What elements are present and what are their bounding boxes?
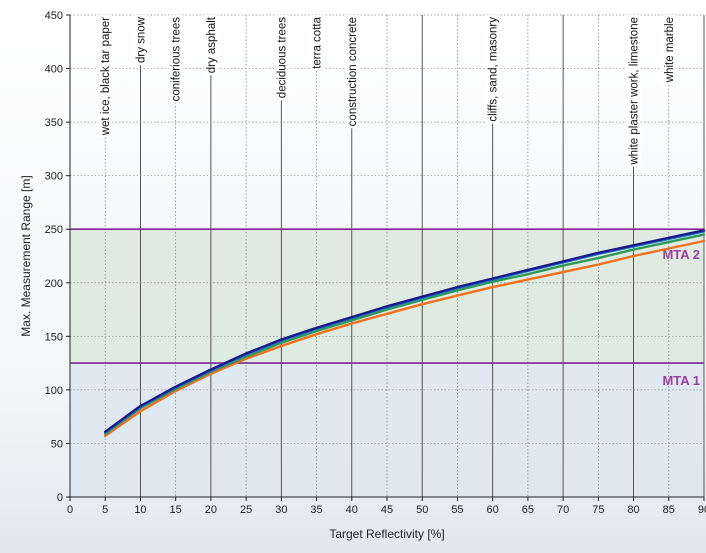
x-tick-label: 45 [381,504,393,516]
y-tick-label: 350 [45,117,63,129]
material-label-bg [344,15,359,129]
series-line [104,229,706,433]
y-tick-label: 150 [45,331,63,343]
material-label: white plaster work, limestone [629,17,641,166]
material-label-bg [485,15,500,124]
y-tick-label: 200 [45,278,63,290]
material-label-group: deciduous trees [274,15,289,101]
material-label-group: wet ice, black tar paper [98,15,113,138]
material-label-bg [133,15,148,66]
material-label-group: terra cotta [309,15,324,71]
x-tick-label: 80 [627,504,639,516]
band-label: MTA 1 [662,373,700,388]
x-tick-label: 40 [346,504,358,516]
x-tick-label: 20 [205,504,217,516]
material-label-bg [661,15,676,85]
y-tick-label: 300 [45,171,63,183]
material-label-bg [203,15,218,76]
material-label: coniferious trees [171,17,183,102]
material-label-group: construction concrete [344,15,359,129]
x-tick-label: 85 [663,504,675,516]
x-axis-title: Target Reflectivity [%] [329,527,444,541]
x-tick-label: 90 [698,504,706,516]
material-label-group: white marble [661,15,676,85]
material-label-group: dry asphalt [203,15,218,76]
series-line [104,239,706,438]
material-label: construction concrete [347,17,359,126]
x-tick-label: 0 [67,504,73,516]
material-label: wet ice, black tar paper [100,17,112,136]
y-tick-label: 0 [57,492,63,504]
material-label-group: coniferious trees [168,15,183,104]
y-tick-label: 50 [51,438,63,450]
y-tick-label: 450 [45,10,63,22]
material-label: cliffs, sand, masonry [488,17,500,122]
material-label-group: cliffs, sand, masonry [485,15,500,124]
material-label-bg [309,15,324,71]
material-label: dry snow [135,16,147,63]
x-tick-label: 30 [275,504,287,516]
x-tick-label: 35 [310,504,322,516]
band-label: MTA 2 [662,247,700,262]
y-tick-label: 250 [45,224,63,236]
x-tick-label: 55 [451,504,463,516]
material-label-group: dry snow [133,15,148,66]
y-tick-label: 400 [45,64,63,76]
material-label-bg [626,15,641,167]
x-tick-label: 70 [557,504,569,516]
y-tick-label: 100 [45,385,63,397]
material-label-bg [98,15,113,138]
x-tick-label: 50 [416,504,428,516]
material-label: terra cotta [312,16,324,68]
material-label: deciduous trees [276,17,288,98]
x-tick-label: 65 [522,504,534,516]
material-label-group: white plaster work, limestone [626,15,641,167]
material-label-bg [274,15,289,101]
x-tick-label: 10 [134,504,146,516]
x-tick-label: 5 [102,504,108,516]
x-tick-label: 25 [240,504,252,516]
x-tick-label: 75 [592,504,604,516]
y-axis-title: Max. Measurement Range [m] [19,175,33,336]
material-label: white marble [664,17,676,83]
material-label: dry asphalt [206,16,218,73]
material-label-bg [168,15,183,104]
x-tick-label: 15 [170,504,182,516]
x-tick-label: 60 [487,504,499,516]
